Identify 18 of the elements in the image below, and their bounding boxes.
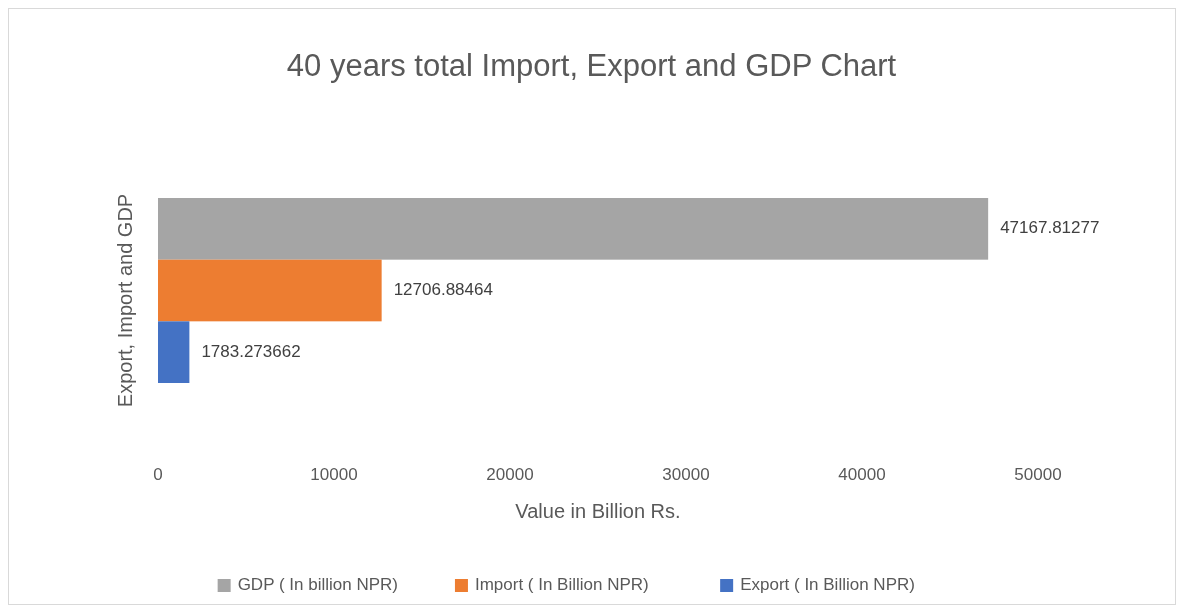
bar xyxy=(158,259,382,322)
x-tick-label: 30000 xyxy=(662,465,710,484)
bar xyxy=(158,198,989,260)
x-tick-label: 40000 xyxy=(838,465,886,484)
x-tick-label: 50000 xyxy=(1014,465,1062,484)
legend-label: Export ( In Billion NPR) xyxy=(740,575,915,595)
x-tick-label: 10000 xyxy=(310,465,358,484)
legend-label: GDP ( In billion NPR) xyxy=(237,575,398,595)
legend-label: Import ( In Billion NPR) xyxy=(474,575,649,595)
x-axis-title: Value in Billion Rs. xyxy=(515,500,681,522)
chart-title: 40 years total Import, Export and GDP Chart xyxy=(286,48,897,83)
bar xyxy=(158,321,190,383)
y-axis-title: Export, Import and GDP xyxy=(114,193,136,408)
data-label: 1783.273662 xyxy=(201,341,301,361)
data-label: 47167.81277 xyxy=(1000,218,1100,238)
x-tick-label: 20000 xyxy=(486,465,534,484)
data-label: 12706.88464 xyxy=(393,279,493,299)
x-tick-label: 0 xyxy=(153,465,163,484)
